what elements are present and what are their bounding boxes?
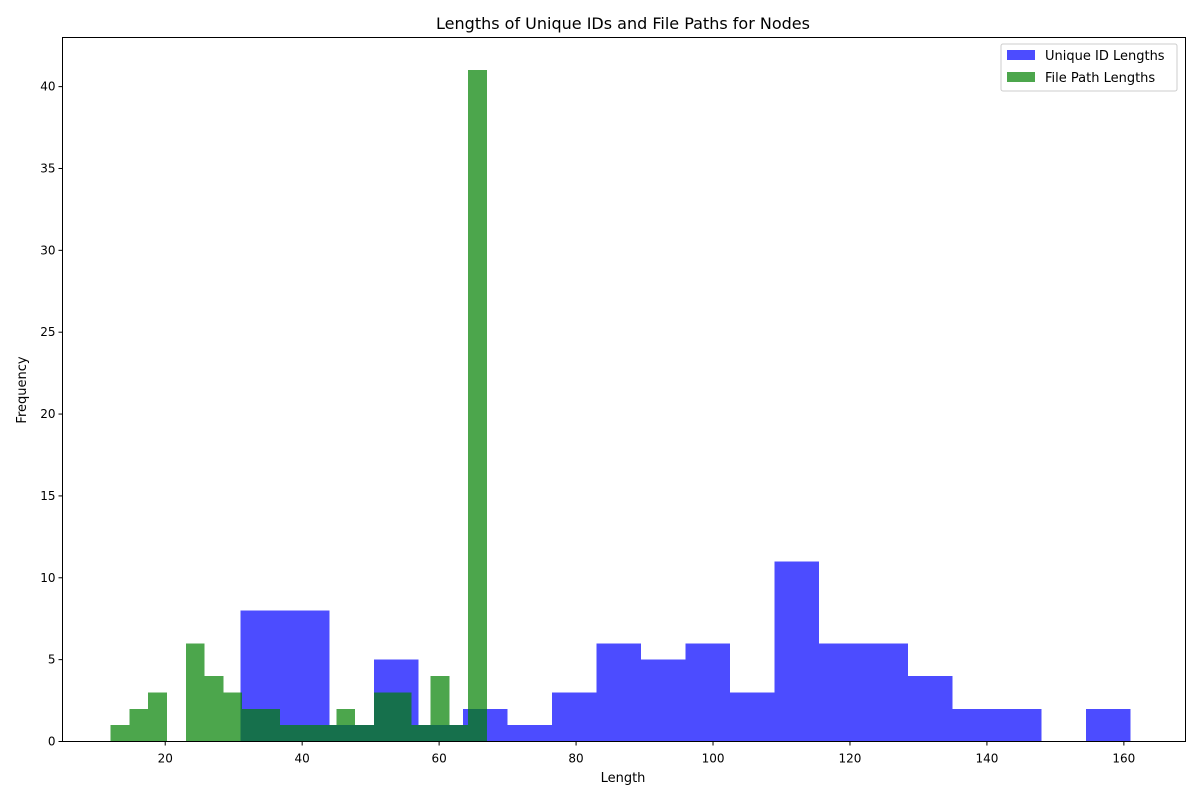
plot-frame — [62, 37, 1186, 742]
bar-file-path-lengths-10 — [298, 725, 318, 742]
y-tick-label-0: 0 — [48, 735, 56, 749]
bar-unique-id-lengths-19 — [1086, 708, 1131, 742]
bar-unique-id-lengths-15 — [908, 676, 953, 742]
bar-unique-id-lengths-8 — [596, 643, 642, 742]
bar-file-path-lengths-5 — [204, 676, 224, 742]
x-axis-label: Length — [601, 771, 646, 786]
bar-file-path-lengths-2 — [148, 692, 167, 742]
y-tick-label-5: 5 — [48, 653, 56, 667]
bar-unique-id-lengths-17 — [997, 708, 1042, 742]
legend: Unique ID Lengths File Path Lengths — [1000, 43, 1178, 92]
bar-unique-id-lengths-7 — [552, 692, 597, 742]
legend-swatch-file-path — [1007, 72, 1035, 82]
y-axis-label: Frequency — [15, 356, 30, 423]
bar-file-path-lengths-17 — [430, 676, 450, 742]
bar-unique-id-lengths-11 — [730, 692, 775, 742]
bar-file-path-lengths-13 — [355, 725, 375, 742]
x-tick-label-20: 20 — [158, 752, 173, 766]
legend-box — [1000, 43, 1178, 92]
chart-title: Lengths of Unique IDs and File Paths for… — [436, 14, 810, 33]
bar-unique-id-lengths-14 — [863, 643, 909, 742]
bar-file-path-lengths-11 — [317, 725, 337, 742]
bar-file-path-lengths-8 — [261, 708, 280, 742]
y-tick-label-25: 25 — [40, 325, 55, 339]
y-tick-label-20: 20 — [40, 407, 55, 421]
x-tick-label-40: 40 — [295, 752, 310, 766]
bar-file-path-lengths-7 — [242, 708, 262, 742]
x-tick-label-60: 60 — [431, 752, 446, 766]
y-tick-label-15: 15 — [40, 489, 55, 503]
bar-unique-id-lengths-16 — [952, 708, 998, 742]
bar-file-path-lengths-9 — [279, 725, 299, 742]
x-axis-ticks: 20 40 60 80 100 120 140 160 — [158, 741, 1135, 766]
bar-file-path-lengths-6 — [223, 692, 243, 742]
bar-file-path-lengths-16 — [411, 725, 431, 742]
y-tick-label-10: 10 — [40, 571, 55, 585]
x-tick-label-140: 140 — [975, 752, 998, 766]
legend-label-unique-id: Unique ID Lengths — [1045, 49, 1165, 64]
bar-unique-id-lengths-9 — [641, 659, 686, 742]
x-tick-label-120: 120 — [839, 752, 862, 766]
y-tick-label-35: 35 — [40, 161, 55, 175]
bar-file-path-lengths-4 — [185, 643, 205, 742]
y-tick-label-30: 30 — [40, 243, 55, 257]
x-tick-label-100: 100 — [702, 752, 725, 766]
y-axis-ticks: 0 5 10 15 20 25 30 35 40 — [40, 80, 63, 749]
bar-unique-id-lengths-10 — [685, 643, 731, 742]
bar-unique-id-lengths-12 — [774, 561, 820, 742]
bars-layer — [110, 70, 1131, 742]
bar-file-path-lengths-0 — [110, 725, 130, 742]
y-tick-label-40: 40 — [40, 80, 55, 94]
legend-label-file-path: File Path Lengths — [1045, 71, 1155, 86]
bar-file-path-lengths-15 — [392, 692, 412, 742]
bar-unique-id-lengths-6 — [507, 725, 553, 742]
bar-file-path-lengths-14 — [374, 692, 393, 742]
bar-file-path-lengths-18 — [449, 725, 469, 742]
x-tick-label-160: 160 — [1112, 752, 1135, 766]
bar-file-path-lengths-19 — [468, 70, 488, 742]
bar-file-path-lengths-12 — [336, 708, 356, 742]
bar-unique-id-lengths-13 — [819, 643, 864, 742]
x-tick-label-80: 80 — [568, 752, 583, 766]
legend-swatch-unique-id — [1007, 50, 1035, 60]
bar-file-path-lengths-1 — [129, 708, 149, 742]
bar-unique-id-lengths-1 — [285, 610, 330, 742]
